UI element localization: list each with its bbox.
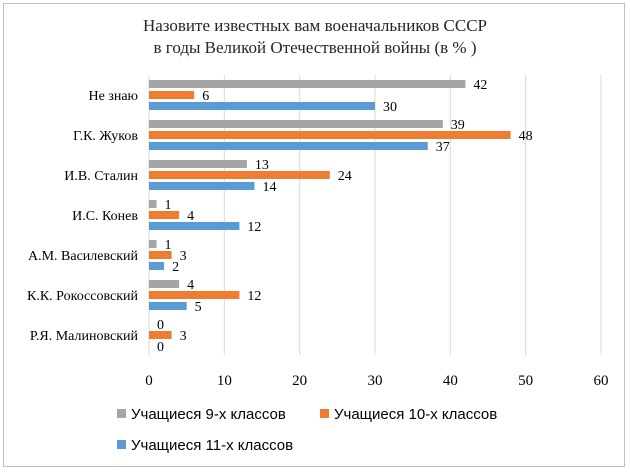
bar-value-label: 42	[473, 78, 487, 93]
bar-value-label: 5	[195, 300, 202, 315]
bar-value-label: 2	[172, 260, 179, 275]
bar	[149, 262, 165, 270]
x-tick-label: 0	[145, 373, 153, 389]
bar-value-label: 4	[187, 278, 194, 293]
bar	[149, 80, 466, 88]
bar	[149, 302, 187, 310]
bar-value-label: 30	[383, 100, 397, 115]
bar	[149, 171, 330, 179]
bar-value-label: 12	[247, 220, 261, 235]
legend-label-grade-10: Учащиеся 10-х классов	[334, 406, 497, 423]
bar-value-label: 39	[451, 118, 465, 133]
bar-value-label: 0	[157, 340, 164, 355]
bar	[149, 251, 172, 259]
bar-value-label: 13	[255, 158, 269, 173]
x-tick-label: 30	[368, 373, 383, 389]
x-tick-label: 50	[518, 373, 533, 389]
bar-value-label: 12	[247, 289, 261, 304]
bar	[149, 211, 180, 219]
category-label: И.С. Конев	[72, 209, 138, 224]
bar	[149, 142, 428, 150]
chart-title-line-2: в годы Великой Отечественной войны (в % …	[154, 38, 477, 57]
legend-swatch-grade-11	[117, 440, 126, 449]
bar	[149, 240, 157, 248]
legend-label-grade-9: Учащиеся 9-х классов	[131, 406, 286, 423]
legend-swatch-grade-9	[117, 409, 126, 418]
bar-value-label: 6	[202, 89, 209, 104]
gridlines	[148, 75, 602, 355]
bar-value-label: 24	[338, 169, 352, 184]
bar-value-label: 0	[157, 318, 164, 333]
category-label: К.К. Рокоссовский	[27, 289, 139, 304]
x-tick-label: 20	[292, 373, 307, 389]
bar	[149, 160, 247, 168]
category-label: Не знаю	[88, 89, 138, 104]
bar-value-label: 1	[165, 238, 172, 253]
x-tick-label: 10	[217, 373, 232, 389]
bar-value-label: 3	[180, 249, 187, 264]
bars	[149, 80, 511, 339]
bar	[149, 222, 240, 230]
bar	[149, 200, 157, 208]
bar-value-label: 37	[436, 140, 450, 155]
bar	[149, 102, 375, 110]
x-tick-label: 40	[443, 373, 458, 389]
bar	[149, 291, 240, 299]
legend-label-grade-11: Учащиеся 11-х классов	[131, 437, 293, 454]
legend-swatch-grade-10	[320, 409, 329, 418]
bar-value-label: 14	[262, 180, 276, 195]
bar	[149, 182, 255, 190]
category-label: И.В. Сталин	[64, 169, 138, 184]
category-label: А.М. Василевский	[28, 249, 139, 264]
bar-value-label: 1	[165, 198, 172, 213]
bar-value-label: 48	[519, 129, 533, 144]
category-label: Р.Я. Малиновский	[30, 329, 139, 344]
bar	[149, 131, 511, 139]
category-label: Г.К. Жуков	[73, 129, 138, 144]
legend: Учащиеся 9-х классов Учащиеся 10-х класс…	[117, 406, 497, 454]
chart-title-line-1: Назовите известных вам военачальников СС…	[143, 16, 487, 35]
bar	[149, 91, 195, 99]
bar	[149, 280, 180, 288]
x-tick-label: 60	[594, 373, 609, 389]
bar	[149, 120, 443, 128]
bar	[149, 331, 172, 339]
bar-value-label: 4	[187, 209, 194, 224]
bar-value-label: 3	[180, 329, 187, 344]
